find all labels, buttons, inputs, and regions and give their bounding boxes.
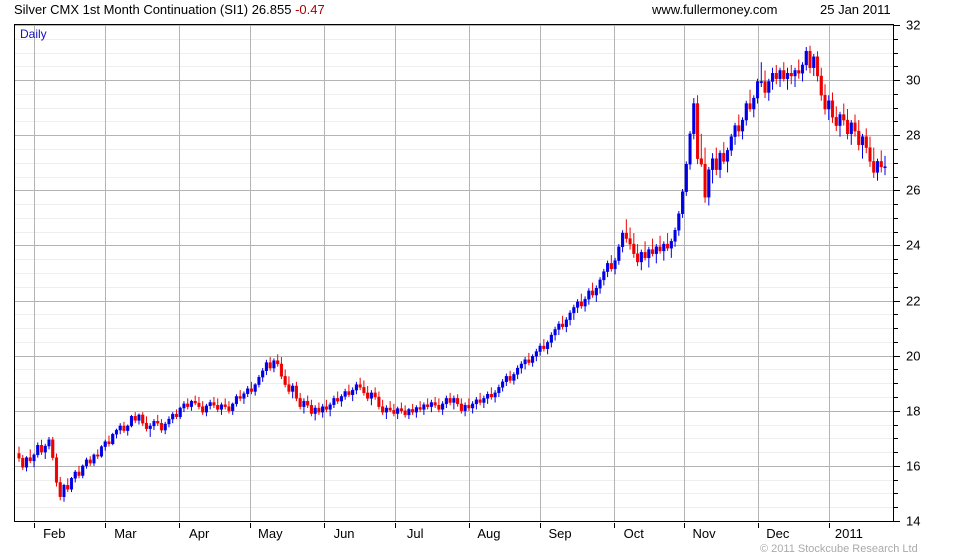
x-axis-tick — [34, 523, 36, 528]
y-axis-tick-label: 26 — [906, 182, 921, 198]
y-axis-tick-label: 22 — [906, 293, 921, 309]
y-axis-minor-tick — [894, 286, 898, 288]
x-axis-tick-label: Aug — [477, 526, 501, 541]
x-axis-tick-label: Jul — [406, 526, 424, 541]
plot-area: Daily — [14, 24, 894, 522]
y-axis-major-tick — [894, 355, 900, 357]
x-axis-tick-label: 2011 — [834, 526, 863, 541]
x-axis-tick-label: Sep — [548, 526, 572, 541]
x-axis-tick — [828, 523, 830, 528]
y-axis-tick-label: 28 — [906, 127, 921, 143]
copyright-notice: © 2011 Stockcube Research Ltd — [760, 543, 918, 555]
chart-header: Silver CMX 1st Month Continuation (SI1) … — [0, 0, 980, 22]
y-axis-tick-label: 30 — [906, 72, 921, 88]
y-axis-minor-tick — [894, 438, 898, 440]
y-axis-minor-tick — [894, 162, 898, 164]
y-axis-major-tick — [894, 245, 900, 247]
x-axis-tick — [324, 523, 326, 528]
chart-gridlines — [15, 25, 893, 521]
y-axis-major-tick — [894, 521, 900, 522]
y-axis-minor-tick — [894, 479, 898, 481]
y-axis-minor-tick — [894, 452, 898, 454]
y-axis-minor-tick — [894, 38, 898, 40]
x-axis-tick — [179, 523, 181, 528]
candlestick-series — [17, 45, 887, 502]
y-axis-minor-tick — [894, 121, 898, 123]
y-axis-minor-tick — [894, 176, 898, 178]
y-axis-minor-tick — [894, 66, 898, 68]
y-axis-tick-label: 20 — [906, 348, 921, 364]
y-axis-minor-tick — [894, 231, 898, 233]
y-axis-minor-tick — [894, 259, 898, 261]
y-axis-minor-tick — [894, 93, 898, 95]
y-axis-tick-label: 32 — [906, 17, 921, 33]
y-axis-minor-tick — [894, 369, 898, 371]
y-axis-tick-label: 16 — [906, 458, 921, 474]
x-axis-tick-label: Oct — [623, 526, 644, 541]
y-axis: 32 30 28 26 24 22 20 18 16 14 — [894, 18, 980, 529]
x-axis-tick — [684, 523, 686, 528]
y-axis-major-tick — [894, 465, 900, 467]
x-axis-tick-label: Mar — [114, 526, 137, 541]
source-website-label: www.fullermoney.com — [652, 2, 778, 17]
y-axis-major-tick — [894, 410, 900, 412]
frequency-label: Daily — [20, 27, 47, 41]
y-axis-minor-tick — [894, 341, 898, 343]
y-axis-minor-tick — [894, 52, 898, 54]
y-axis-major-tick — [894, 300, 900, 302]
x-axis-tick — [540, 523, 542, 528]
y-axis-major-tick — [894, 135, 900, 137]
y-axis-tick-label: 24 — [906, 237, 921, 253]
y-axis-major-tick — [894, 25, 900, 26]
y-axis-minor-tick — [894, 397, 898, 398]
y-axis-minor-tick — [894, 217, 898, 219]
y-axis-minor-tick — [894, 424, 898, 426]
daily-change-value: -0.47 — [295, 2, 325, 17]
y-axis-major-tick — [894, 190, 900, 192]
y-axis-tick-label: 18 — [906, 403, 921, 419]
y-axis-minor-tick — [894, 204, 898, 206]
y-axis-minor-tick — [894, 328, 898, 330]
instrument-label: Silver CMX 1st Month Continuation (SI1) … — [14, 2, 292, 17]
x-axis-tick-label: Dec — [766, 526, 790, 541]
x-axis-tick — [105, 523, 107, 528]
y-axis-minor-tick — [894, 107, 898, 109]
page-title: Silver CMX 1st Month Continuation (SI1) … — [14, 2, 325, 17]
x-axis-tick-label: May — [258, 526, 283, 541]
y-axis-major-tick — [894, 80, 900, 82]
x-axis-tick — [250, 523, 252, 528]
x-axis-tick — [613, 523, 615, 528]
x-axis-tick — [757, 523, 759, 528]
x-axis: Feb Mar Apr May Jun Jul Aug Sep Oct Nov Dec 2011 — [14, 523, 894, 545]
y-axis-tick-label: 14 — [906, 513, 921, 529]
y-axis-minor-tick — [894, 507, 898, 509]
x-axis-tick — [395, 523, 397, 528]
x-axis-tick — [468, 523, 470, 528]
y-axis-minor-tick — [894, 149, 898, 150]
x-axis-tick-label: Jun — [333, 526, 355, 541]
y-axis-minor-tick — [894, 383, 898, 385]
x-axis-tick-label: Nov — [692, 526, 716, 541]
as-of-date-label: 25 Jan 2011 — [820, 2, 891, 17]
x-axis-tick-label: Apr — [189, 526, 210, 541]
y-axis-minor-tick — [894, 314, 898, 316]
y-axis-minor-tick — [894, 493, 898, 495]
x-axis-tick-label: Feb — [43, 526, 66, 541]
y-axis-minor-tick — [894, 273, 898, 274]
